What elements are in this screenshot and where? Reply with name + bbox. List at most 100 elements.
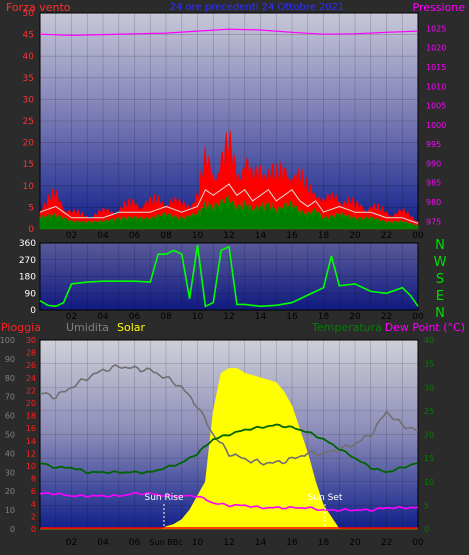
x-tick-label-18: 18 [318, 231, 330, 241]
x-tick-label-20: 20 [349, 538, 361, 548]
compass-n-top: N [435, 238, 445, 253]
series-solar [40, 368, 418, 530]
x-tick-label-22: 22 [381, 538, 392, 548]
series-temperature [39, 423, 419, 475]
compass-labels: N W S E N [434, 238, 447, 321]
humidity-tick-30: 30 [5, 468, 15, 477]
series-dewpoint [40, 491, 419, 512]
temperature-tick-25: 25 [424, 407, 434, 416]
pressure-tick-975: 975 [426, 217, 441, 226]
dewpoint-label: Dew Point (°C) [385, 321, 465, 334]
temperature-tick-10: 10 [424, 478, 434, 487]
rain-tick-2: 2 [31, 512, 36, 521]
x-tick-label-04: 04 [97, 538, 109, 548]
compass-n-bottom: N [435, 306, 445, 321]
direction-grid [40, 242, 418, 311]
x-tick-label-16: 16 [286, 231, 298, 241]
humidity-tick-80: 80 [5, 374, 15, 383]
x-tick-label-00: 00 [412, 312, 424, 322]
temp-x-ticks: 02 04 06 Sun BBc 10 12 14 16 18 20 22 00 [66, 538, 424, 548]
rain-tick-4: 4 [31, 500, 36, 509]
rain-tick-28: 28 [26, 349, 36, 358]
temperature-axis-ticks: 0 5 10 15 20 25 30 35 40 [424, 336, 434, 534]
x-tick-label-10: 10 [192, 538, 204, 548]
x-tick-label-18: 18 [318, 312, 330, 322]
temperature-tick-30: 30 [424, 383, 434, 392]
x-tick-label-02: 02 [66, 312, 77, 322]
humidity-tick-10: 10 [5, 506, 15, 515]
series-direction [39, 244, 419, 308]
rain-tick-20: 20 [26, 399, 36, 408]
pressure-tick-1025: 1025 [426, 24, 446, 33]
direction-axis-ticks: 0 90 180 270 360 [19, 239, 36, 316]
rain-tick-8: 8 [31, 475, 36, 484]
temperature-tick-5: 5 [424, 501, 429, 510]
wind-tick-20: 20 [23, 139, 35, 149]
series-avg-line [39, 183, 419, 224]
wind-tick-5: 5 [28, 203, 34, 213]
temperature-tick-0: 0 [424, 525, 429, 534]
pressure-tick-990: 990 [426, 159, 441, 168]
wind-tick-25: 25 [23, 117, 34, 127]
temperature-tick-40: 40 [424, 336, 434, 345]
rain-tick-16: 16 [26, 424, 36, 433]
x-tick-label-12: 12 [223, 538, 234, 548]
wind-pressure-series [39, 28, 419, 230]
series-humidity [39, 363, 419, 466]
temp-humidity-series [39, 363, 419, 530]
humidity-tick-0: 0 [10, 525, 15, 534]
humidity-tick-60: 60 [5, 412, 15, 421]
humidity-tick-40: 40 [5, 449, 15, 458]
x-tick-label-16: 16 [286, 538, 298, 548]
x-tick-label-14: 14 [255, 538, 267, 548]
x-tick-label-02: 02 [66, 538, 77, 548]
wind-title: Forza vento [6, 1, 71, 14]
x-tick-label-04: 04 [97, 231, 109, 241]
humidity-tick-70: 70 [5, 393, 15, 402]
wind-tick-10: 10 [23, 182, 35, 192]
wind-tick-0: 0 [28, 225, 34, 235]
wind-axis-ticks: 0 5 10 15 20 25 30 35 40 45 50 [23, 9, 35, 235]
rain-tick-12: 12 [26, 449, 36, 458]
x-tick-label-14: 14 [255, 312, 267, 322]
series-pressure [39, 28, 419, 37]
direction-plot-area [39, 242, 419, 311]
direction-tick-360: 360 [19, 239, 36, 249]
temperature-tick-20: 20 [424, 431, 434, 440]
pressure-tick-985: 985 [426, 179, 441, 188]
pressure-tick-1000: 1000 [426, 121, 446, 130]
direction-series [39, 244, 419, 308]
rain-tick-30: 30 [26, 336, 36, 345]
pressure-title: Pressione [413, 1, 466, 14]
humidity-tick-20: 20 [5, 487, 15, 496]
x-tick-label-16: 16 [286, 312, 298, 322]
x-tick-label-08: 08 [160, 312, 172, 322]
x-tick-label-10: 10 [192, 231, 204, 241]
x-tick-label-20: 20 [349, 231, 361, 241]
wind-x-ticks: 02 04 06 08 10 12 14 16 18 20 22 00 [66, 231, 424, 241]
x-tick-label-12: 12 [223, 231, 234, 241]
wind-tick-35: 35 [23, 74, 34, 84]
sunrise-label: Sun Rise [145, 493, 184, 503]
rain-tick-0: 0 [31, 525, 36, 534]
x-tick-label-02: 02 [66, 231, 77, 241]
pressure-tick-1020: 1020 [426, 44, 446, 53]
humidity-tick-100: 100 [0, 336, 15, 345]
sun-bbc-label: Sun BBc [149, 538, 182, 547]
rain-tick-22: 22 [26, 386, 36, 395]
series-avg [39, 194, 419, 230]
temperature-label: Temperatura [311, 321, 382, 334]
rain-tick-18: 18 [26, 412, 36, 421]
humidity-tick-90: 90 [5, 355, 15, 364]
series-gust [39, 130, 419, 230]
humidity-tick-50: 50 [5, 431, 15, 440]
wind-tick-15: 15 [23, 160, 34, 170]
wind-tick-30: 30 [23, 95, 35, 105]
temperature-tick-35: 35 [424, 360, 434, 369]
wind-tick-45: 45 [23, 31, 34, 41]
chart-title: 24 ore precedenti 24 Ottobre 2021 [170, 2, 345, 13]
pressure-tick-980: 980 [426, 198, 441, 207]
